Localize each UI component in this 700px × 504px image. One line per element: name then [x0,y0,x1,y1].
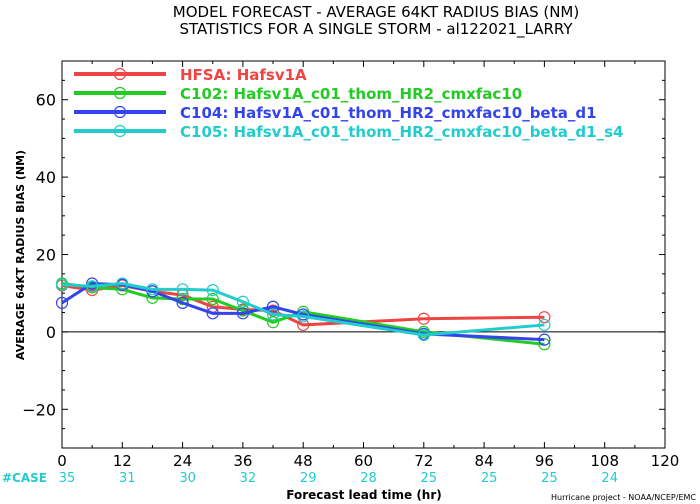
series-point [86,277,99,290]
legend-marker [113,105,127,119]
y-axis: −20 0 20 40 60 [22,60,665,449]
case-count: 25 [421,471,438,486]
y-tick-label: 20 [36,246,56,265]
series-point [297,310,310,323]
legend-label: C105: Hafsv1A_c01_thom_HR2_cmxfac10_beta… [180,123,623,141]
plot-area: −20 0 20 40 60 0 12 24 36 48 60 72 84 96 108 120 HFSA:… [22,60,679,470]
chart-title: MODEL FORECAST - AVERAGE 64KT RADIUS BIA… [173,3,579,21]
series-point [86,280,99,293]
x-tick-label: 96 [535,452,554,470]
case-count: 28 [360,471,377,486]
series-point [538,318,551,332]
legend-item-c104: C104: Hafsv1A_c01_thom_HR2_cmxfac10_beta… [74,104,597,122]
legend-marker [113,86,127,100]
series-layer [55,277,551,351]
series-point [55,296,69,309]
y-tick-label: 0 [46,323,56,342]
series-line [61,282,545,346]
legend-label: HFSA: Hafsv1A [180,66,307,84]
series-point [176,292,189,306]
x-tick-label: 0 [57,452,67,470]
x-axis-label: Forecast lead time (hr) [286,488,442,502]
series-point [236,295,249,308]
series-point [176,283,189,296]
legend-label: C102: Hafsv1A_c01_thom_HR2_cmxfac10 [180,85,522,103]
x-tick-label: 48 [294,452,313,470]
legend-marker [113,124,127,138]
series-c105 [55,277,551,342]
x-tick-label: 12 [113,452,132,470]
series-point [55,278,69,291]
y-tick-label: 60 [36,91,56,110]
y-axis-label: AVERAGE 64KT RADIUS BIAS (NM) [14,150,27,360]
case-row: 35 31 30 32 29 28 25 25 25 24 [59,471,618,486]
legend-item-hfsa: HFSA: Hafsv1A [74,66,307,84]
series-point [417,312,430,325]
legend-label: C104: Hafsv1A_c01_thom_HR2_cmxfac10_beta… [180,104,597,122]
x-tick-label: 36 [233,452,252,470]
x-tick-label: 108 [590,452,619,470]
case-count: 24 [601,471,618,486]
case-count: 30 [179,471,196,486]
case-count: 31 [119,471,136,486]
legend-item-c105: C105: Hafsv1A_c01_thom_HR2_cmxfac10_beta… [74,123,623,141]
series-point [176,296,189,309]
x-tick-label: 60 [354,452,373,470]
x-tick-label: 84 [475,452,494,470]
series-point [266,316,280,329]
case-count: 35 [59,471,76,486]
series-point [206,307,219,320]
y-tick-label: −20 [22,400,56,419]
case-count: 32 [240,471,257,486]
series-point [146,283,159,296]
case-label: #CASE [2,471,47,485]
chart-subtitle: STATISTICS FOR A SINGLE STORM - al122021… [179,20,573,39]
series-point [417,328,430,342]
series-point [206,292,219,306]
series-point [538,333,551,346]
legend-item-c102: C102: Hafsv1A_c01_thom_HR2_cmxfac10 [74,85,522,103]
case-count: 25 [541,471,558,486]
series-point [116,277,129,290]
legend-marker [113,67,127,81]
footer-credit: Hurricane project - NOAA/NCEP/EMC [551,493,696,502]
series-line [61,282,545,337]
x-axis: 0 12 24 36 48 60 72 84 96 108 120 [57,61,679,470]
series-point [236,307,249,320]
case-count: 25 [481,471,498,486]
case-count: 29 [300,471,317,486]
series-point [266,308,280,321]
y-tick-label: 40 [36,168,56,187]
series-point [538,311,551,324]
x-tick-label: 24 [173,452,192,470]
series-point [206,284,219,297]
series-point [266,300,280,313]
x-tick-label: 120 [651,452,680,470]
x-tick-label: 72 [414,452,433,470]
